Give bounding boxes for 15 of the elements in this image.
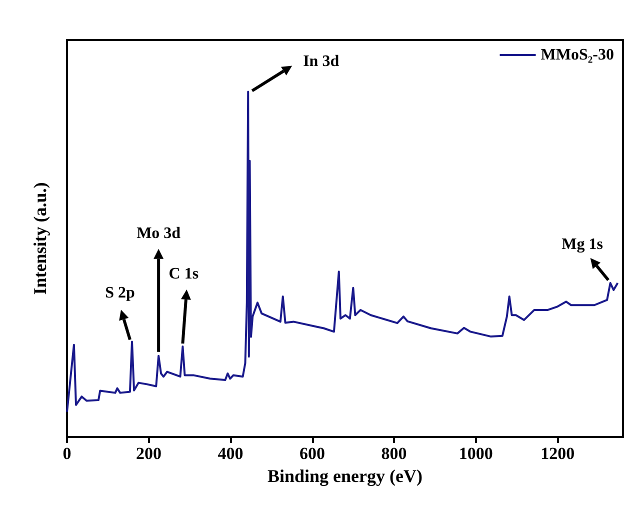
x-tick-label: 0 [62, 444, 72, 463]
x-tick-label: 400 [218, 444, 244, 463]
x-tick-label: 200 [136, 444, 162, 463]
annotation: Mg 1s [562, 236, 603, 254]
x-tick-label: 1000 [458, 444, 493, 463]
x-axis-title: Binding energy (eV) [268, 466, 422, 486]
x-tick-label: 800 [381, 444, 407, 463]
x-tick-label: 1200 [540, 444, 575, 463]
annotation: In 3d [303, 52, 340, 70]
annotation: C 1s [168, 266, 199, 283]
x-tick-label: 600 [300, 444, 326, 463]
annotation: Mo 3d [136, 224, 181, 242]
annotation: S 2p [105, 284, 136, 302]
y-axis-title: Intensity (a.u.) [30, 182, 50, 295]
legend-label: MMoS₂-30 [540, 46, 614, 64]
